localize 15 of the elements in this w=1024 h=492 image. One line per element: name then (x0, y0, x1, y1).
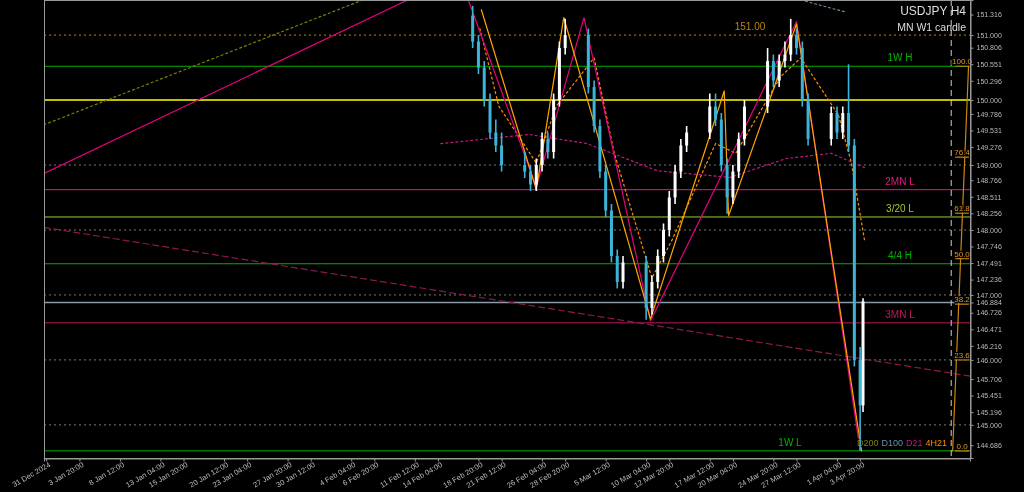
ref-line-label: 3/20 L (886, 202, 915, 214)
annotation: 0.0 (956, 441, 969, 451)
ref-line-label: 2MN L (885, 175, 916, 187)
annotation: 76.4 (954, 148, 971, 158)
ref-line-label: 4/4 H (888, 249, 912, 261)
ref-line-label: 1W H (887, 52, 913, 64)
text: MN W1 candle (897, 21, 967, 33)
ref-line-label: 1W L (778, 436, 803, 448)
annotation: 38.2 (954, 295, 971, 305)
text: D100 (881, 438, 903, 448)
text: D21 (905, 438, 923, 448)
ref-line-label: 151.00 (734, 21, 766, 33)
ref-line-label: 3MN L (885, 308, 916, 320)
chart-title: USDJPY H4 (900, 4, 967, 18)
text: 4H21 (925, 438, 947, 448)
